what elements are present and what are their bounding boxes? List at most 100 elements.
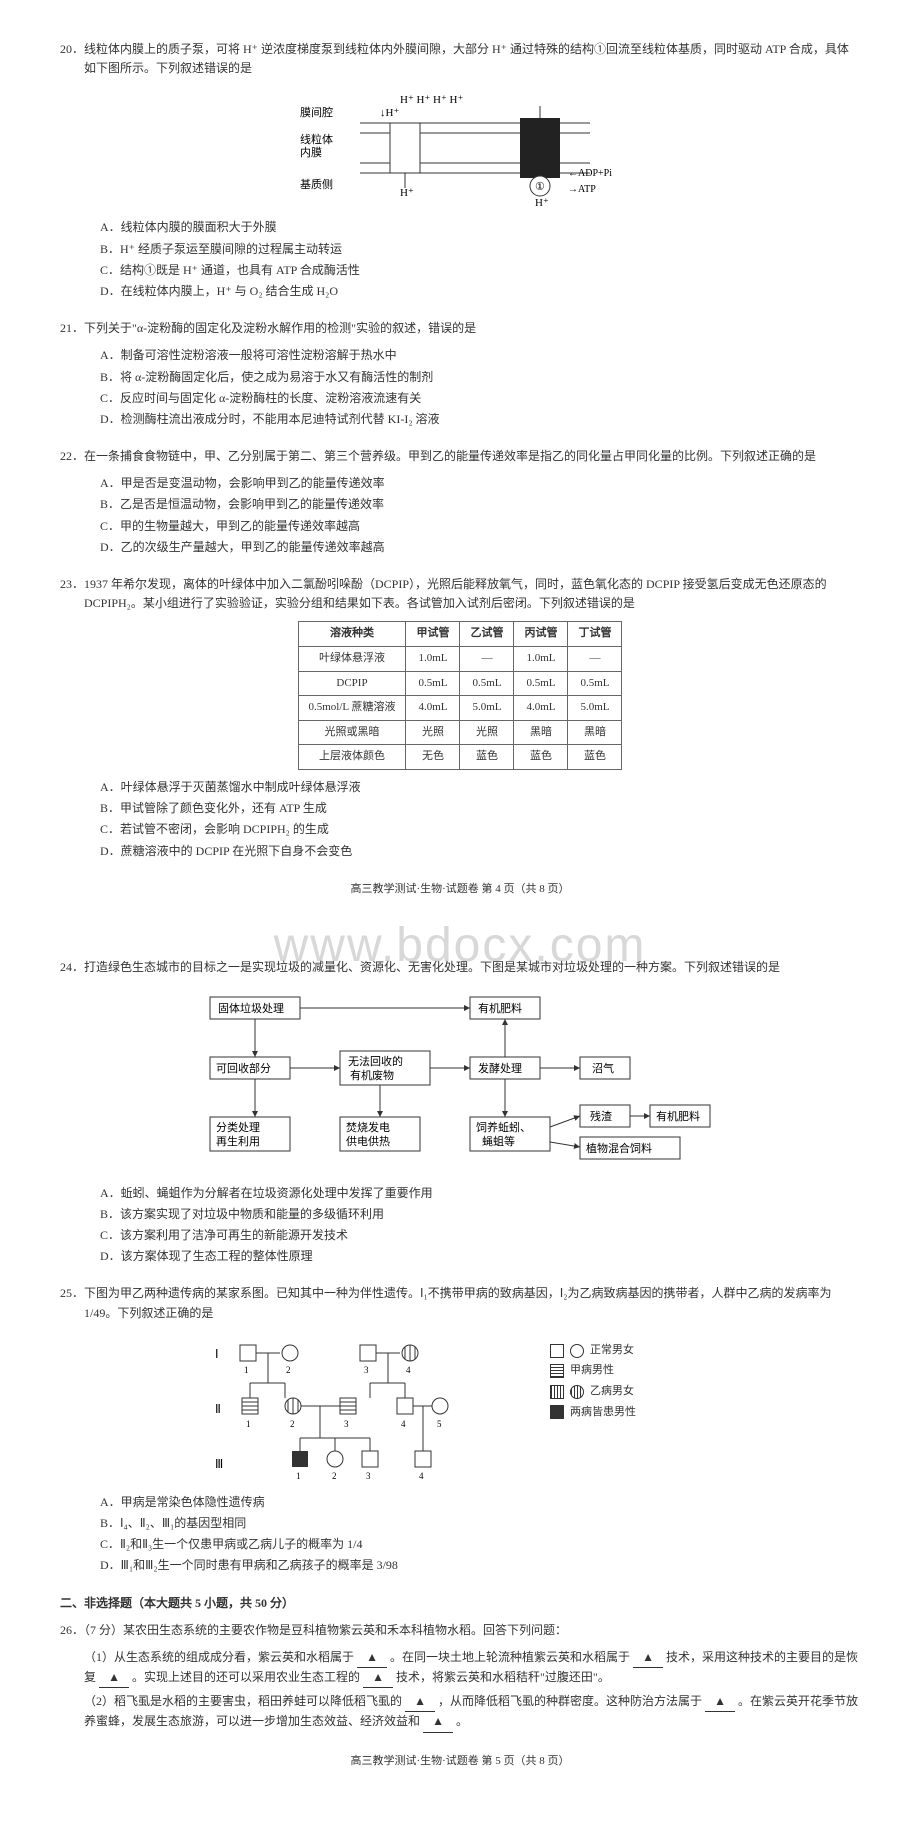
q20-diagram: 膜间腔 线粒体 内膜 基质侧 H⁺ H⁺ H⁺ H⁺ ↓H⁺ ① ←ADP+Pi… (60, 88, 860, 208)
svg-text:再生利用: 再生利用 (216, 1134, 260, 1148)
svg-text:Ⅲ: Ⅲ (215, 1457, 223, 1471)
q23-opt-a: A．叶绿体悬浮于灭菌蒸馏水中制成叶绿体悬浮液 (60, 778, 860, 797)
question-22: 22．在一条捕食食物链中，甲、乙分别属于第二、第三个营养级。甲到乙的能量传递效率… (60, 447, 860, 557)
svg-text:无法回收的: 无法回收的 (348, 1054, 403, 1068)
svg-text:残渣: 残渣 (590, 1109, 612, 1123)
svg-text:内膜: 内膜 (300, 145, 322, 159)
svg-text:3: 3 (366, 1471, 371, 1481)
svg-text:发酵处理: 发酵处理 (478, 1061, 522, 1075)
q25-opt-d: D．Ⅲ₁和Ⅲ₂生一个同时患有甲病和乙病孩子的概率是 3/98 (60, 1556, 860, 1575)
blank: ▲ (405, 1692, 435, 1712)
q25-legend: 正常男女 甲病男性 乙病男女 两病皆患男性 (550, 1333, 636, 1424)
q23-opt-b: B．甲试管除了颜色变化外，还有 ATP 生成 (60, 799, 860, 818)
q25-pedigree: Ⅰ 1 2 3 4 Ⅱ (210, 1333, 710, 1483)
q21-opt-a: A．制备可溶性淀粉溶液一般将可溶性淀粉溶解于热水中 (60, 346, 860, 365)
svg-text:H⁺: H⁺ (400, 187, 414, 199)
svg-text:→ATP: →ATP (568, 184, 596, 195)
q20-opt-c: C．结构①既是 H⁺ 通道，也具有 ATP 合成酶活性 (60, 261, 860, 280)
question-26: 26．（7 分）某农田生态系统的主要农作物是豆科植物紫云英和禾本科植物水稻。回答… (60, 1621, 860, 1733)
q22-opt-b: B．乙是否是恒温动物，会影响甲到乙的能量传递效率 (60, 495, 860, 514)
svg-text:有机废物: 有机废物 (350, 1068, 394, 1082)
blank: ▲ (633, 1648, 663, 1668)
svg-text:1: 1 (296, 1471, 301, 1481)
svg-text:沼气: 沼气 (592, 1061, 614, 1075)
page-footer-5: 高三教学测试·生物·试题卷 第 5 页（共 8 页） (60, 1753, 860, 1771)
svg-text:1: 1 (244, 1365, 249, 1375)
svg-text:2: 2 (332, 1471, 337, 1481)
q20-opt-a: A．线粒体内膜的膜面积大于外膜 (60, 218, 860, 237)
question-23: 23．1937 年希尔发现，离体的叶绿体中加入二氯酚吲哚酚（DCPIP），光照后… (60, 575, 860, 861)
blank: ▲ (423, 1712, 453, 1732)
q24-opt-b: B．该方案实现了对垃圾中物质和能量的多级循环利用 (60, 1205, 860, 1224)
question-20: 20．线粒体内膜上的质子泵，可将 H⁺ 逆浓度梯度泵到线粒体内外膜间隙，大部分 … (60, 40, 860, 301)
svg-text:Ⅱ: Ⅱ (215, 1402, 221, 1416)
q21-opt-d: D．检测酶柱流出液成分时，不能用本尼迪特试剂代替 KI-I₂ 溶液 (60, 410, 860, 429)
svg-text:5: 5 (437, 1419, 442, 1429)
svg-text:线粒体: 线粒体 (300, 132, 333, 146)
blank: ▲ (357, 1648, 387, 1668)
svg-text:4: 4 (406, 1365, 411, 1375)
q25-opt-a: A．甲病是常染色体隐性遗传病 (60, 1493, 860, 1512)
q23-table: 溶液种类 甲试管 乙试管 丙试管 丁试管 叶绿体悬浮液1.0mL—1.0mL— … (298, 621, 623, 770)
q24-stem: 24．打造绿色生态城市的目标之一是实现垃圾的减量化、资源化、无害化处理。下图是某… (60, 958, 860, 977)
svg-text:可回收部分: 可回收部分 (216, 1061, 271, 1075)
svg-text:固体垃圾处理: 固体垃圾处理 (218, 1001, 284, 1015)
q25-opt-b: B．Ⅰ₄、Ⅱ₂、Ⅲ₁的基因型相同 (60, 1514, 860, 1533)
q25-stem: 25．下图为甲乙两种遗传病的某家系图。已知其中一种为伴性遗传。Ⅰ₁不携带甲病的致… (60, 1284, 860, 1322)
svg-text:4: 4 (419, 1471, 424, 1481)
th: 乙试管 (460, 622, 514, 647)
q20-stem: 20．线粒体内膜上的质子泵，可将 H⁺ 逆浓度梯度泵到线粒体内外膜间隙，大部分 … (60, 40, 860, 78)
q23-opt-c: C．若试管不密闭，会影响 DCPIPH₂ 的生成 (60, 820, 860, 839)
svg-text:←ADP+Pi: ←ADP+Pi (568, 168, 612, 179)
q22-opt-c: C．甲的生物量越大，甲到乙的能量传递效率越高 (60, 517, 860, 536)
svg-text:蝇蛆等: 蝇蛆等 (482, 1134, 515, 1148)
svg-text:膜间腔: 膜间腔 (300, 105, 333, 119)
svg-text:H⁺: H⁺ (535, 197, 549, 208)
svg-text:①: ① (535, 181, 545, 193)
q26-part2: （2）稻飞虱是水稻的主要害虫，稻田养蛙可以降低稻飞虱的 ▲ ，从而降低稻飞虱的种… (60, 1692, 860, 1732)
th: 丁试管 (568, 622, 622, 647)
th: 甲试管 (406, 622, 460, 647)
svg-text:2: 2 (286, 1365, 291, 1375)
svg-text:有机肥料: 有机肥料 (656, 1109, 700, 1123)
question-24: 24．打造绿色生态城市的目标之一是实现垃圾的减量化、资源化、无害化处理。下图是某… (60, 958, 860, 1266)
q20-opt-d: D．在线粒体内膜上，H⁺ 与 O₂ 结合生成 H₂O (60, 282, 860, 301)
q22-opt-d: D．乙的次级生产量越大，甲到乙的能量传递效率越高 (60, 538, 860, 557)
svg-text:↓H⁺: ↓H⁺ (380, 107, 399, 119)
svg-text:供电供热: 供电供热 (346, 1134, 390, 1148)
q25-opt-c: C．Ⅱ₂和Ⅱ₃生一个仅患甲病或乙病儿子的概率为 1/4 (60, 1535, 860, 1554)
watermark: www.bdocx.com (60, 908, 860, 948)
svg-text:有机肥料: 有机肥料 (478, 1001, 522, 1015)
q20-opt-b: B．H⁺ 经质子泵运至膜间隙的过程属主动转运 (60, 240, 860, 259)
q23-opt-d: D．蔗糖溶液中的 DCPIP 在光照下自身不会变色 (60, 842, 860, 861)
page-footer-4: 高三教学测试·生物·试题卷 第 4 页（共 8 页） (60, 881, 860, 899)
svg-text:基质侧: 基质侧 (300, 178, 333, 191)
q24-opt-d: D．该方案体现了生态工程的整体性原理 (60, 1247, 860, 1266)
svg-text:分类处理: 分类处理 (216, 1120, 260, 1134)
q23-stem: 23．1937 年希尔发现，离体的叶绿体中加入二氯酚吲哚酚（DCPIP），光照后… (60, 575, 860, 613)
svg-text:Ⅰ: Ⅰ (215, 1347, 219, 1361)
q22-stem: 22．在一条捕食食物链中，甲、乙分别属于第二、第三个营养级。甲到乙的能量传递效率… (60, 447, 860, 466)
q24-flowchart: 固体垃圾处理 可回收部分 分类处理再生利用 无法回收的有机废物 焚烧发电供电供热… (200, 987, 720, 1173)
blank: ▲ (705, 1692, 735, 1712)
question-25: 25．下图为甲乙两种遗传病的某家系图。已知其中一种为伴性遗传。Ⅰ₁不携带甲病的致… (60, 1284, 860, 1575)
q26-stem: 26．（7 分）某农田生态系统的主要农作物是豆科植物紫云英和禾本科植物水稻。回答… (60, 1621, 860, 1640)
svg-text:植物混合饲料: 植物混合饲料 (586, 1141, 652, 1155)
blank: ▲ (363, 1668, 393, 1688)
section-2-title: 二、非选择题（本大题共 5 小题，共 50 分） (60, 1594, 860, 1613)
q21-opt-c: C．反应时间与固定化 α-淀粉酶柱的长度、淀粉溶液流速有关 (60, 389, 860, 408)
svg-text:4: 4 (401, 1419, 406, 1429)
svg-text:1: 1 (246, 1419, 251, 1429)
th: 丙试管 (514, 622, 568, 647)
blank: ▲ (99, 1668, 129, 1688)
svg-text:2: 2 (290, 1419, 295, 1429)
question-21: 21．下列关于"α-淀粉酶的固定化及淀粉水解作用的检测"实验的叙述，错误的是 A… (60, 319, 860, 429)
svg-text:3: 3 (364, 1365, 369, 1375)
svg-text:焚烧发电: 焚烧发电 (346, 1120, 390, 1134)
svg-text:饲养蚯蚓、: 饲养蚯蚓、 (476, 1120, 531, 1134)
svg-text:H⁺ H⁺ H⁺ H⁺: H⁺ H⁺ H⁺ H⁺ (400, 94, 463, 106)
q21-stem: 21．下列关于"α-淀粉酶的固定化及淀粉水解作用的检测"实验的叙述，错误的是 (60, 319, 860, 338)
svg-text:3: 3 (344, 1419, 349, 1429)
th: 溶液种类 (298, 622, 406, 647)
q21-opt-b: B．将 α-淀粉酶固定化后，使之成为易溶于水又有酶活性的制剂 (60, 368, 860, 387)
